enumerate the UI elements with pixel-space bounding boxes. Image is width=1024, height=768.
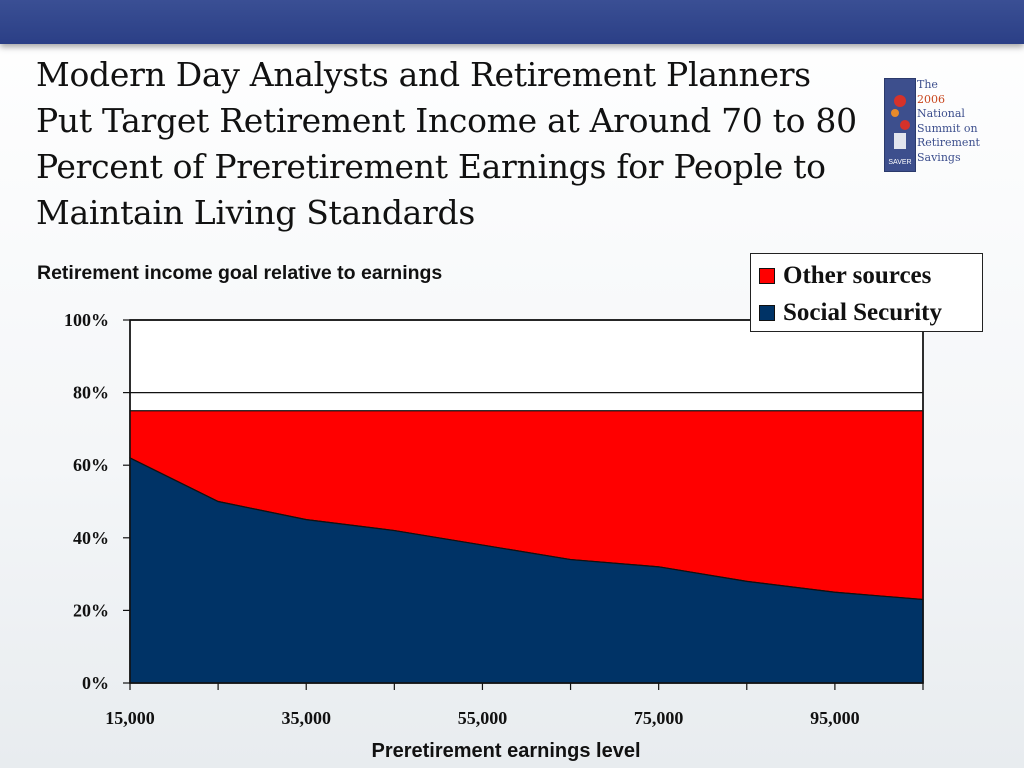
- plot-frame: [129, 319, 924, 684]
- legend-item-other-sources: Other sources: [759, 262, 931, 290]
- y-tick-label: 40%: [73, 528, 109, 548]
- legend-label-other-sources: Other sources: [783, 262, 932, 289]
- chart-title: Retirement income goal relative to earni…: [37, 262, 443, 284]
- y-tick-label: 0%: [82, 673, 109, 693]
- logo-line: Savings: [917, 150, 961, 164]
- x-tick-label: 95,000: [810, 708, 860, 728]
- x-axis-label: Preretirement earnings level: [371, 740, 640, 762]
- chart-legend: Other sources Social Security: [750, 253, 983, 332]
- emblem-text: SAVER: [888, 159, 911, 166]
- legend-swatch-social-security: [759, 305, 775, 321]
- logo-line: Retirement: [917, 136, 980, 149]
- legend-item-social-security: Social Security: [759, 299, 942, 327]
- header-band: [0, 0, 1024, 44]
- y-tick-label: 100%: [64, 310, 109, 330]
- legend-label-social-security: Social Security: [783, 299, 943, 326]
- logo-line: The: [917, 78, 938, 91]
- summit-logo: SAVER The 2006 National Summit on Retirement…: [884, 78, 980, 174]
- logo-line: Summit on: [917, 121, 978, 135]
- logo-text: The 2006 National Summit on Retirement Saving…: [917, 78, 980, 165]
- logo-line: 2006: [917, 92, 945, 106]
- y-tick-label: 20%: [73, 600, 109, 620]
- legend-swatch-other-sources: [759, 268, 775, 284]
- x-tick-label: 75,000: [634, 708, 684, 728]
- slide-title: Modern Day Analysts and Retirement Plann…: [36, 55, 857, 232]
- y-tick-label: 80%: [73, 383, 109, 403]
- logo-line: National: [917, 107, 965, 120]
- y-tick-label: 60%: [73, 455, 109, 475]
- saver-emblem-icon: SAVER: [884, 78, 916, 172]
- x-tick-label: 55,000: [458, 708, 508, 728]
- x-tick-label: 15,000: [105, 708, 155, 728]
- x-tick-label: 35,000: [281, 708, 331, 728]
